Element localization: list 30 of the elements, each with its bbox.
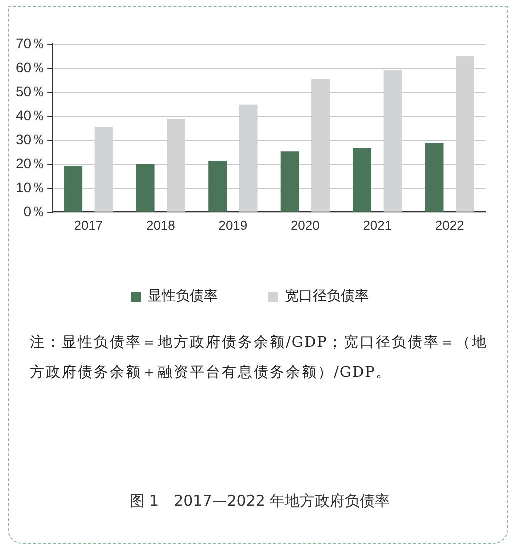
text: 图 1 2017—2022 年地方政府负债率 — [128, 492, 392, 511]
bar — [353, 148, 372, 212]
bar — [456, 56, 474, 212]
bar — [425, 143, 444, 212]
y-tick-label: 40％ — [16, 107, 46, 124]
x-tick-label: 2021 — [363, 218, 392, 233]
bar — [94, 126, 114, 212]
y-tick-label: 10％ — [16, 179, 46, 196]
x-tick-label: 2017 — [74, 218, 104, 233]
y-tick-label: 30％ — [16, 131, 46, 148]
text: 注：显性负债率＝地方政府债务余额/GDP；宽口径负债率＝（地方政府债务余额＋融资平台有息债务余额）/GDP。 — [30, 334, 489, 383]
bar — [208, 161, 228, 212]
bar — [136, 164, 155, 212]
x-tick-label: 2019 — [218, 218, 248, 233]
bar — [239, 104, 258, 212]
bar — [64, 166, 83, 212]
x-tick-label: 2022 — [435, 218, 464, 233]
y-tick-label: 50％ — [16, 83, 46, 100]
y-tick-label: 0％ — [24, 203, 46, 220]
x-tick-label: 2018 — [146, 218, 176, 233]
bar — [384, 70, 402, 212]
bar — [280, 152, 300, 212]
legend-label: 宽口径负债率 — [285, 288, 369, 305]
legend-label: 显性负债率 — [148, 288, 218, 305]
x-tick-label: 2020 — [290, 218, 320, 233]
y-tick-label: 60％ — [16, 59, 46, 76]
bar — [167, 119, 186, 212]
y-tick-label: 70％ — [16, 35, 46, 52]
y-tick-label: 20％ — [16, 155, 46, 172]
bar — [312, 79, 330, 212]
